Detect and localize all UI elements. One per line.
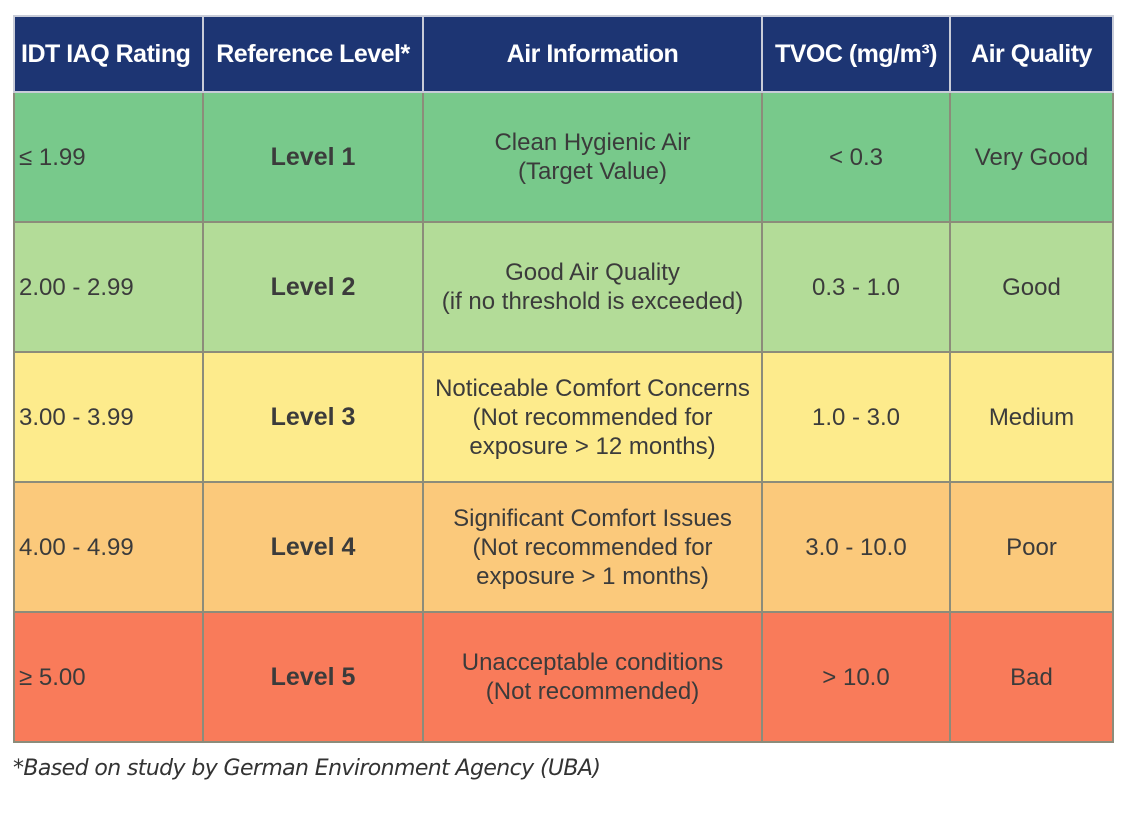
- header-tvoc: TVOC (mg/m³): [761, 15, 951, 93]
- cell-air-quality: Good: [949, 221, 1114, 353]
- air-info-line: (Not recommended for: [472, 403, 713, 431]
- air-info-line: (Target Value): [518, 158, 667, 185]
- cell-air-information: Unacceptable conditions (Not recommended…: [422, 611, 763, 743]
- cell-air-information: Good Air Quality (if no threshold is exc…: [422, 221, 763, 353]
- air-info-line: Unacceptable conditions: [461, 649, 724, 676]
- cell-reference-level: Level 1: [202, 91, 424, 223]
- table-row: ≤ 1.99 Level 1 Clean Hygienic Air (Targe…: [13, 91, 1114, 223]
- cell-rating: ≥ 5.00: [13, 611, 204, 743]
- cell-reference-level: Level 5: [202, 611, 424, 743]
- cell-tvoc: > 10.0: [761, 611, 951, 743]
- cell-tvoc: 1.0 - 3.0: [761, 351, 951, 483]
- air-info-line: Clean Hygienic Air: [494, 129, 691, 156]
- cell-reference-level: Level 2: [202, 221, 424, 353]
- cell-reference-level: Level 4: [202, 481, 424, 613]
- cell-tvoc: < 0.3: [761, 91, 951, 223]
- table-row: 3.00 - 3.99 Level 3 Noticeable Comfort C…: [13, 351, 1114, 483]
- header-idt-iaq-rating: IDT IAQ Rating: [13, 15, 204, 93]
- cell-reference-level: Level 3: [202, 351, 424, 483]
- cell-air-information: Clean Hygienic Air (Target Value): [422, 91, 763, 223]
- table-body: ≤ 1.99 Level 1 Clean Hygienic Air (Targe…: [13, 91, 1114, 743]
- table-row: ≥ 5.00 Level 5 Unacceptable conditions (…: [13, 611, 1114, 743]
- iaq-rating-table: IDT IAQ Rating Reference Level* Air Info…: [13, 15, 1114, 743]
- air-info-line: Good Air Quality: [505, 259, 680, 286]
- air-info-line: (if no threshold is exceeded): [441, 288, 744, 315]
- air-info-line: Noticeable Comfort Concerns: [435, 374, 750, 402]
- cell-rating: ≤ 1.99: [13, 91, 204, 223]
- footnote: *Based on study by German Environment Ag…: [13, 756, 601, 781]
- cell-tvoc: 0.3 - 1.0: [761, 221, 951, 353]
- header-reference-level: Reference Level*: [202, 15, 424, 93]
- cell-rating: 4.00 - 4.99: [13, 481, 204, 613]
- air-info-line: exposure > 12 months): [469, 432, 716, 460]
- air-info-line: exposure > 1 months): [476, 562, 709, 590]
- air-info-line: (Not recommended): [485, 678, 700, 705]
- air-info-line: Significant Comfort Issues: [453, 504, 732, 532]
- cell-air-quality: Poor: [949, 481, 1114, 613]
- cell-air-quality: Very Good: [949, 91, 1114, 223]
- cell-air-information: Noticeable Comfort Concerns (Not recomme…: [422, 351, 763, 483]
- table-row: 4.00 - 4.99 Level 4 Significant Comfort …: [13, 481, 1114, 613]
- cell-rating: 2.00 - 2.99: [13, 221, 204, 353]
- cell-air-information: Significant Comfort Issues (Not recommen…: [422, 481, 763, 613]
- cell-air-quality: Bad: [949, 611, 1114, 743]
- table-row: 2.00 - 2.99 Level 2 Good Air Quality (if…: [13, 221, 1114, 353]
- header-air-quality: Air Quality: [949, 15, 1114, 93]
- header-air-information: Air Information: [422, 15, 763, 93]
- air-info-line: (Not recommended for: [472, 533, 713, 561]
- table-header-row: IDT IAQ Rating Reference Level* Air Info…: [13, 15, 1114, 93]
- cell-tvoc: 3.0 - 10.0: [761, 481, 951, 613]
- cell-rating: 3.00 - 3.99: [13, 351, 204, 483]
- cell-air-quality: Medium: [949, 351, 1114, 483]
